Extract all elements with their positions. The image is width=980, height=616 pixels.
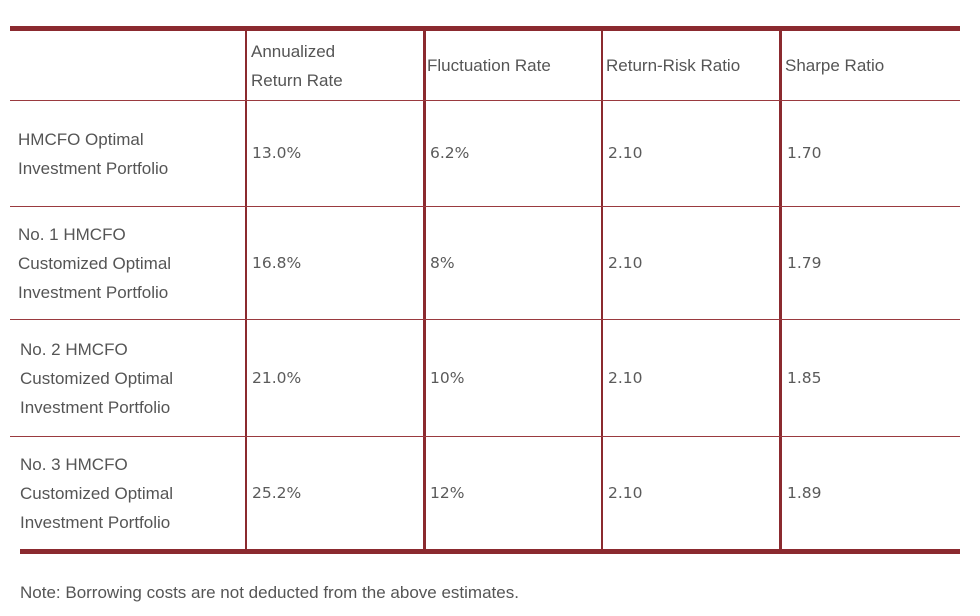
header-sharpe-ratio: Sharpe Ratio — [785, 56, 885, 75]
cell-annualized-return: 25.2% — [252, 483, 302, 502]
row-divider — [10, 206, 960, 207]
row-label-no1-customized: No. 1 HMCFO Customized Optimal Investmen… — [18, 224, 172, 302]
cell-sharpe-ratio: 1.79 — [787, 253, 822, 272]
cell-annualized-return: 16.8% — [252, 253, 302, 272]
cell-fluctuation-rate: 8% — [430, 253, 455, 272]
cell-fluctuation-rate: 12% — [430, 483, 465, 502]
footnote: Note: Borrowing costs are not deducted f… — [20, 583, 519, 602]
cell-annualized-return: 21.0% — [252, 368, 302, 387]
cell-fluctuation-rate: 6.2% — [430, 144, 470, 162]
header-cell-blank — [18, 31, 242, 100]
cell-annualized-return: 13.0% — [252, 144, 302, 162]
column-divider — [423, 31, 426, 549]
row-label-no3-customized: No. 3 HMCFO Customized Optimal Investmen… — [20, 454, 174, 532]
column-divider — [245, 31, 247, 549]
header-fluctuation-rate: Fluctuation Rate — [427, 56, 551, 75]
table-top-rule — [10, 26, 960, 31]
header-return-risk-ratio: Return-Risk Ratio — [606, 56, 741, 75]
cell-fluctuation-rate: 10% — [430, 368, 465, 387]
cell-sharpe-ratio: 1.70 — [787, 144, 822, 162]
row-label-hmcfo-optimal: HMCFO Optimal Investment Portfolio — [18, 129, 169, 178]
cell-sharpe-ratio: 1.89 — [787, 483, 822, 502]
column-divider — [779, 31, 782, 549]
cell-return-risk-ratio: 2.10 — [608, 253, 643, 272]
column-divider — [601, 31, 603, 549]
row-divider — [10, 100, 960, 101]
row-divider — [10, 319, 960, 320]
cell-sharpe-ratio: 1.85 — [787, 368, 822, 387]
row-label-no2-customized: No. 2 HMCFO Customized Optimal Investmen… — [20, 339, 174, 417]
header-annualized-return-rate: Annualized Return Rate — [251, 41, 343, 90]
cell-return-risk-ratio: 2.10 — [608, 483, 643, 502]
cell-return-risk-ratio: 2.10 — [608, 368, 643, 387]
table-bottom-rule — [20, 549, 960, 554]
row-divider — [10, 436, 960, 437]
cell-return-risk-ratio: 2.10 — [608, 144, 643, 162]
